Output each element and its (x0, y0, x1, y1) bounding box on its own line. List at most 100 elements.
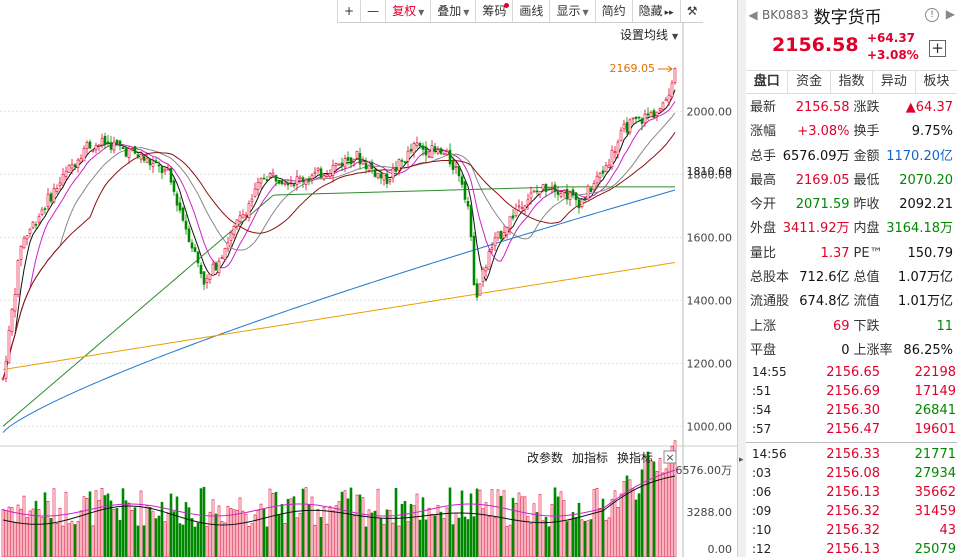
candle-body (494, 238, 496, 246)
zoom-out-button[interactable]: — (360, 0, 385, 22)
volume-bar (284, 523, 286, 557)
display-dropdown[interactable]: 显示▼ (549, 0, 594, 22)
volume-axis-label: 3288.00 (687, 506, 733, 519)
volume-bar (431, 514, 433, 557)
volume-bar (137, 526, 139, 557)
kline-chart[interactable]: 2000.001800.001600.001400.001200.001000.… (0, 22, 737, 557)
add-watchlist-button[interactable]: + (929, 40, 946, 57)
volume-bar (314, 525, 316, 557)
candle-body (104, 136, 106, 144)
tab-3[interactable]: 异动 (872, 71, 914, 93)
tick-time: :51 (746, 382, 820, 401)
volume-bar (65, 492, 67, 557)
stat-value: 674.8亿 (799, 290, 849, 314)
candle-body (398, 160, 400, 171)
candle-body (8, 330, 10, 363)
volume-bar (383, 524, 385, 557)
candle-body (596, 176, 598, 183)
candle-body (440, 149, 442, 154)
volume-bar (335, 506, 337, 557)
switch-indicator-button[interactable]: 换指标 (617, 450, 653, 465)
tab-1[interactable]: 资金 (787, 71, 829, 93)
candle-body (83, 148, 85, 161)
candle-body (41, 210, 43, 215)
candle-body (233, 226, 235, 234)
tick-time: :57 (746, 420, 820, 439)
collapse-handle-icon[interactable]: ▸ (739, 455, 744, 465)
volume-bar (596, 488, 598, 557)
candle-body (383, 173, 385, 180)
draw-line-button[interactable]: 画线 (512, 0, 549, 22)
tools-icon[interactable]: ⚒ (680, 0, 704, 22)
volume-bar (404, 501, 406, 557)
candle-body (323, 176, 325, 179)
stat-label: 今开 (750, 193, 776, 217)
volume-bar (5, 511, 7, 557)
tab-0[interactable]: 盘口 (746, 71, 787, 93)
volume-bar (665, 469, 667, 557)
candle-body (59, 183, 61, 186)
volume-bar (557, 497, 559, 557)
candle-body (230, 233, 232, 241)
prev-arrow-icon[interactable]: ◀ (746, 8, 760, 22)
zoom-in-button[interactable]: + (337, 0, 360, 22)
tick-time: 14:55 (746, 363, 820, 382)
volume-bar (44, 493, 46, 557)
candle-body (197, 252, 199, 263)
display-label: 显示 (556, 4, 580, 18)
candle-body (374, 170, 376, 177)
ma-settings-button[interactable]: 设置均线 (620, 28, 668, 42)
hide-button[interactable]: 隐藏▸▸ (632, 0, 680, 22)
candle-body (224, 248, 226, 259)
price-axis-label: 1600.00 (687, 231, 733, 244)
candle-body (95, 145, 97, 150)
volume-bar (122, 489, 124, 557)
tab-4[interactable]: 板块 (915, 71, 957, 93)
candle-body (611, 150, 613, 167)
candle-body (359, 153, 361, 164)
volume-bar (257, 510, 259, 557)
volume-bar (320, 517, 322, 557)
candle-body (554, 185, 556, 192)
simple-mode-button[interactable]: 简约 (595, 0, 632, 22)
add-indicator-button[interactable]: 加指标 (572, 450, 608, 465)
change-params-button[interactable]: 改参数 (527, 450, 563, 465)
candle-body (344, 159, 346, 167)
candle-body (188, 229, 190, 242)
candle-body (296, 177, 298, 185)
volume-bar (161, 502, 163, 557)
candle-body (110, 143, 112, 150)
candle-body (155, 161, 157, 163)
notification-dot-icon (504, 3, 509, 8)
stat-cell: 涨幅+3.08% (750, 120, 854, 144)
volume-bar (353, 516, 355, 557)
stat-value: 2169.05 (796, 169, 850, 193)
overlay-label: 叠加 (437, 4, 461, 18)
tab-2[interactable]: 指数 (830, 71, 872, 93)
info-icon[interactable]: ! (925, 8, 939, 22)
chips-button[interactable]: 筹码 (475, 0, 512, 22)
candle-body (368, 165, 370, 170)
candle-body (203, 272, 205, 285)
stat-value: ▲64.37 (906, 96, 953, 120)
next-arrow-icon[interactable]: ▶ (946, 7, 955, 21)
stat-value: 1170.20亿 (886, 145, 953, 169)
volume-bar (605, 520, 607, 557)
candle-body (5, 362, 7, 378)
volume-bar (371, 513, 373, 557)
volume-bar (140, 491, 142, 557)
volume-bar (92, 526, 94, 557)
overlay-dropdown[interactable]: 叠加▼ (430, 0, 475, 22)
candle-body (44, 209, 46, 210)
stat-label: PE™ (854, 242, 883, 266)
chips-label: 筹码 (482, 4, 506, 18)
ma5-line (3, 90, 675, 378)
candle-body (122, 148, 124, 149)
candle-body (605, 166, 607, 172)
volume-bar (47, 501, 49, 557)
fuquan-dropdown[interactable]: 复权▼ (385, 0, 430, 22)
